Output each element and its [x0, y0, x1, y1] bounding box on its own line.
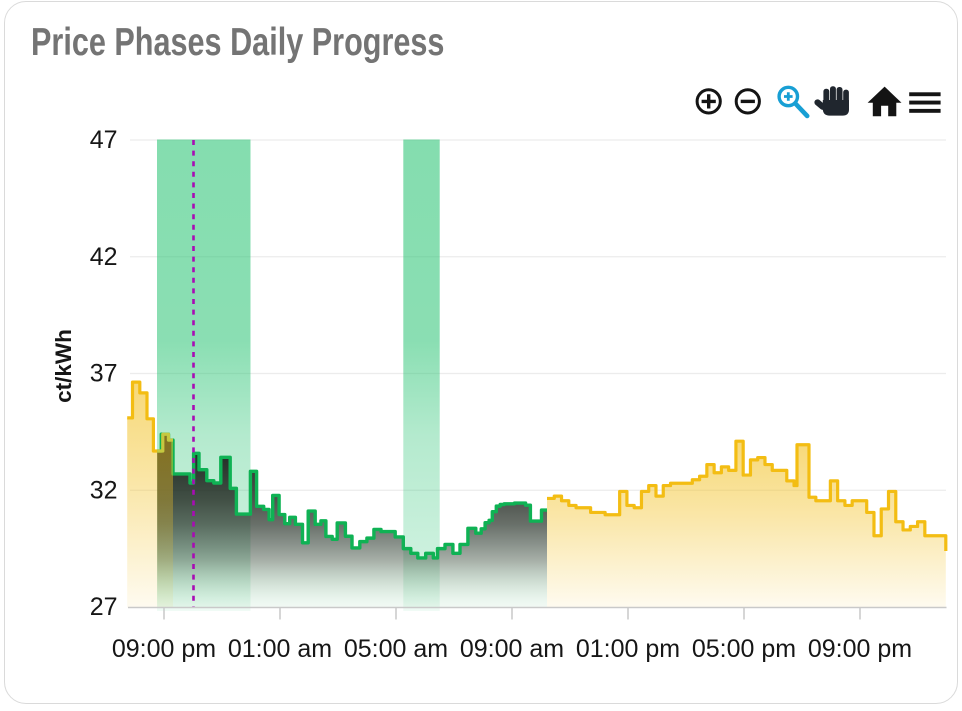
svg-text:09:00 pm: 09:00 pm — [808, 635, 912, 663]
svg-text:01:00 am: 01:00 am — [228, 635, 332, 663]
svg-text:05:00 pm: 05:00 pm — [692, 635, 796, 663]
svg-text:09:00 am: 09:00 am — [460, 635, 564, 663]
svg-text:37: 37 — [90, 360, 118, 388]
svg-text:09:00 pm: 09:00 pm — [112, 635, 216, 663]
svg-text:47: 47 — [90, 126, 118, 154]
svg-text:ct/kWh: ct/kWh — [51, 329, 76, 403]
svg-text:42: 42 — [90, 243, 118, 271]
svg-text:27: 27 — [90, 593, 118, 621]
svg-text:01:00 pm: 01:00 pm — [576, 635, 680, 663]
svg-text:32: 32 — [90, 476, 118, 504]
svg-text:05:00 am: 05:00 am — [344, 635, 448, 663]
